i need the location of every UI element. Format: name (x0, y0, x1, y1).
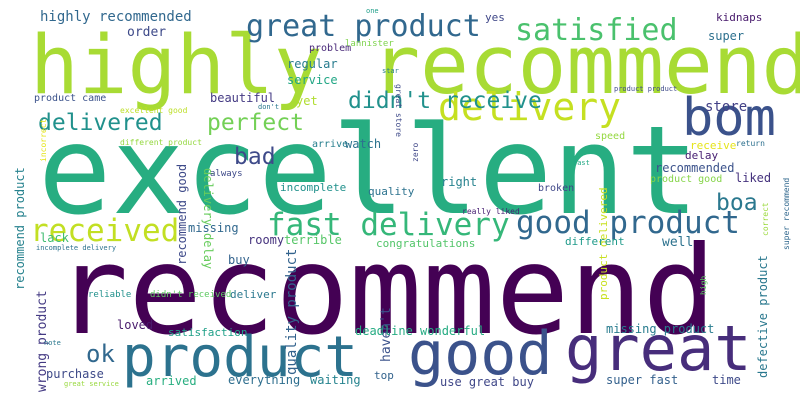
word-lack: lack (40, 231, 69, 245)
word-recommend-product: recommend product (13, 167, 27, 290)
word-super: super (708, 29, 745, 43)
word-recommend: recommend (55, 220, 717, 362)
word-time: time (712, 373, 741, 387)
word-correct: correct (761, 202, 770, 236)
word-really-liked: really liked (462, 207, 520, 216)
word-return: return (736, 139, 765, 148)
word-defective-product: defective product (756, 255, 770, 378)
word-congratulations: congratulations (376, 237, 476, 250)
word-great-product: great product (246, 9, 481, 44)
word-good: good (408, 319, 553, 389)
word-good-product: good product (516, 205, 740, 241)
word-yet: yet (296, 94, 318, 108)
word-bad: bad (234, 144, 276, 170)
word-well: well (662, 235, 694, 250)
word-product: product (122, 325, 359, 390)
word-reliable: reliable (88, 290, 132, 300)
word-regular: regular (287, 57, 338, 71)
word-incorrect: incorrect (39, 118, 48, 162)
word-speed: speed (595, 131, 626, 142)
word-recommended: recommended (655, 161, 735, 175)
word-delivery-delay: delivery delay (201, 168, 215, 270)
word-recommend-good: recommend good (175, 163, 189, 265)
word-received: received (30, 213, 180, 249)
word-fast-delivery: fast delivery (267, 207, 510, 243)
word-liked: liked (735, 171, 772, 185)
word-delivery: delivery (438, 85, 622, 129)
word-roomy: roomy (248, 233, 285, 247)
word-top: top (374, 369, 394, 382)
word-arrived: arrived (146, 374, 197, 388)
word-order: order (127, 25, 167, 40)
word-missing-product: missing product (606, 322, 715, 336)
word-lannister: lannister (345, 39, 394, 49)
word-star: star (382, 67, 399, 75)
word-zero: zero (411, 142, 420, 162)
word-incomplete-delivery: incomplete delivery (36, 244, 117, 252)
word-always: always (210, 169, 243, 179)
word-delay: delay (685, 149, 719, 162)
word-terrible: terrible (284, 233, 342, 247)
word-didnt-receive: didn't receive (348, 88, 542, 114)
word-service: service (287, 73, 338, 87)
word-great: great (565, 312, 752, 385)
word-watch: watch (345, 137, 382, 151)
word-excellent: excellent (38, 100, 700, 242)
word-deliver: deliver (230, 288, 277, 301)
word-product-good: product good (650, 174, 723, 185)
word-quality-product: quality product (284, 248, 300, 375)
word-arrive: arrive (312, 139, 349, 150)
word-different: different (565, 235, 625, 248)
word-super-fast: super fast (606, 373, 679, 387)
word-broken: broken (538, 183, 575, 194)
word-deadline-wonderful: deadline wonderful (355, 324, 486, 338)
word-right: right (441, 175, 478, 189)
word-ok: ok (86, 340, 115, 368)
word-receive: receive (690, 139, 737, 152)
word-yes: yes (485, 11, 505, 24)
word-delivered: delivered (38, 110, 163, 136)
word-high: high (699, 275, 708, 295)
word-missing: missing (188, 221, 239, 235)
word-super-recommend: super recommend (782, 177, 791, 250)
word-satisfied: satisfied (515, 13, 678, 48)
word-product-came: product came (34, 93, 107, 104)
word-problem: problem (309, 43, 352, 54)
word-great-store: great store (394, 84, 403, 137)
word-beautiful: beautiful (210, 91, 276, 105)
word-highly-recommend: highly recommend (30, 19, 800, 113)
word-boa: boa (716, 190, 758, 216)
word-different-product: different product (120, 138, 202, 147)
word-store: store (705, 99, 748, 115)
word-kidnaps: kidnaps (716, 11, 763, 24)
word-didnt-received: didn't received (150, 290, 232, 300)
word-loved: loved (117, 318, 154, 332)
word-highly-recommended: highly recommended (40, 9, 192, 25)
word-excellent-good: excellent good (120, 106, 188, 115)
word-one: one (366, 7, 379, 15)
word-buy: buy (228, 253, 250, 267)
word-perfect: perfect (207, 110, 304, 136)
word-waiting: waiting (310, 373, 361, 387)
word-dont: don't (258, 103, 280, 111)
word-satisfaction: satisfaction (168, 326, 248, 339)
word-use-great-buy: use great buy (440, 375, 534, 389)
word-note: note (44, 339, 61, 347)
word-incomplete: incomplete (280, 181, 347, 194)
word-product-product: product product (614, 85, 678, 93)
word-great-service: great service (64, 380, 119, 388)
word-everything: everything (228, 373, 301, 387)
word-purchase: purchase (46, 367, 104, 381)
word-bom: bom (682, 88, 776, 148)
word-fast: fast (573, 159, 590, 167)
word-quality: quality (368, 185, 415, 198)
